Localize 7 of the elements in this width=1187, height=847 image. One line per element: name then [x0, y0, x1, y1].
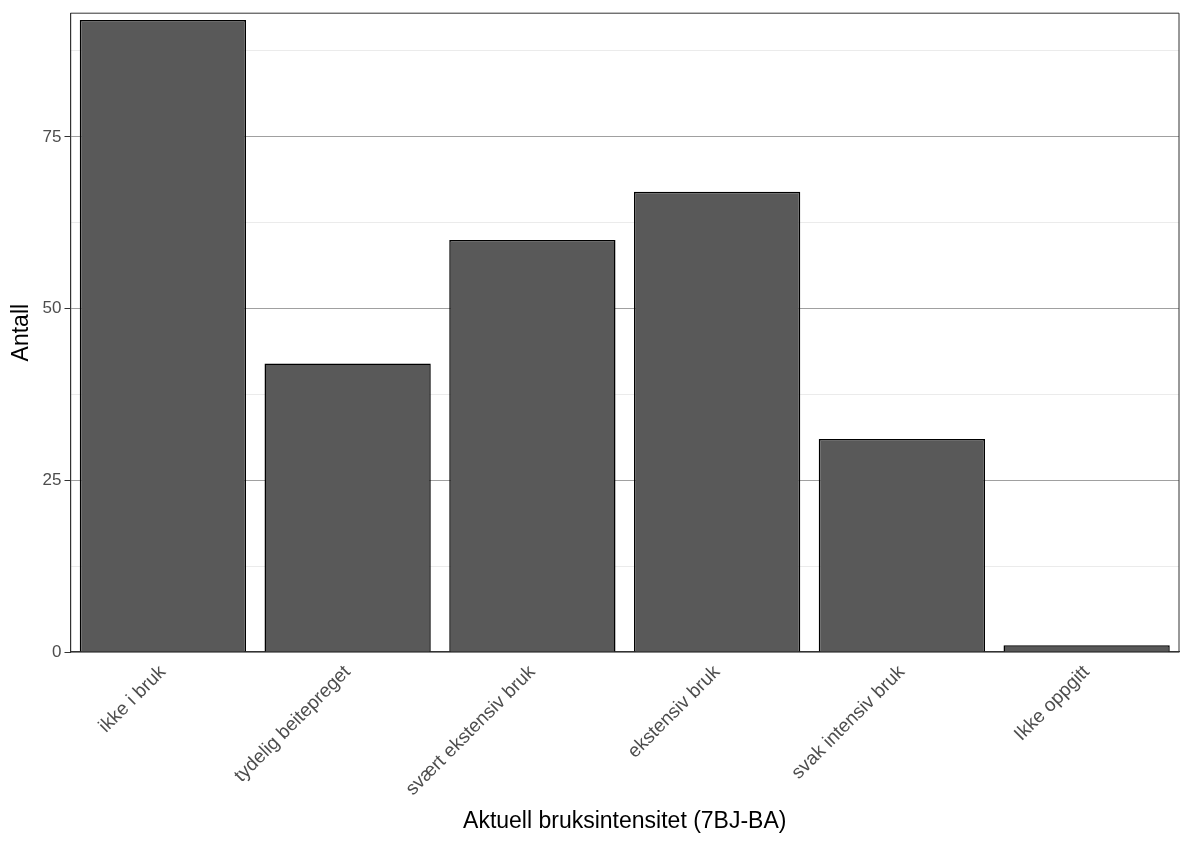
- y-tick-label: 0: [52, 641, 62, 661]
- y-tick-label: 75: [42, 126, 62, 146]
- y-tick-label: 25: [42, 470, 62, 490]
- y-axis-title: Antall: [7, 303, 34, 362]
- y-tick-label: 50: [42, 298, 62, 318]
- x-axis-title: Aktuell bruksintensitet (7BJ-BA): [463, 806, 787, 833]
- x-tick-label: ikke i bruk: [94, 660, 170, 737]
